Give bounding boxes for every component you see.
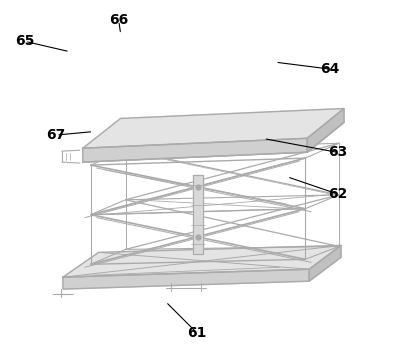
Text: 67: 67 <box>46 128 66 142</box>
Polygon shape <box>63 245 341 277</box>
Polygon shape <box>83 108 344 148</box>
Polygon shape <box>307 108 344 152</box>
Text: 63: 63 <box>328 146 348 160</box>
Polygon shape <box>63 269 309 289</box>
Polygon shape <box>83 138 307 162</box>
Polygon shape <box>193 175 203 254</box>
Text: 66: 66 <box>109 14 128 28</box>
Text: 64: 64 <box>320 62 340 76</box>
Text: 61: 61 <box>187 326 207 340</box>
Text: 65: 65 <box>15 34 35 48</box>
Polygon shape <box>309 245 341 281</box>
Text: 62: 62 <box>328 187 348 201</box>
